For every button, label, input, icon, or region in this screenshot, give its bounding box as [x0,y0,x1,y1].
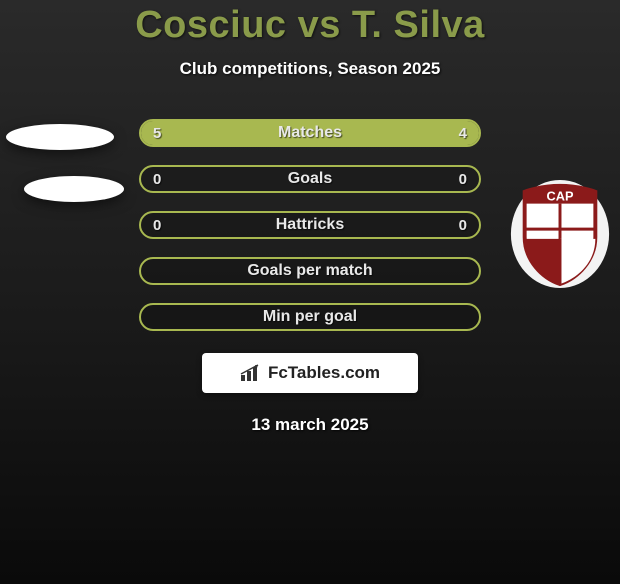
subtitle: Club competitions, Season 2025 [0,59,620,79]
stat-row-min-per-goal: Min per goal [139,303,481,331]
stat-row-hattricks: 0 Hattricks 0 [139,211,481,239]
left-player-crest [6,114,114,222]
right-player-crest: CAP [506,180,614,288]
stat-row-goals-per-match: Goals per match [139,257,481,285]
stat-left-value: 0 [153,217,161,234]
stat-right-value: 0 [459,171,467,188]
watermark-text: FcTables.com [268,363,380,383]
watermark[interactable]: FcTables.com [202,353,418,393]
stat-row-goals: 0 Goals 0 [139,165,481,193]
date-label: 13 march 2025 [0,415,620,435]
page-title: Cosciuc vs T. Silva [0,4,620,47]
stat-left-value: 0 [153,171,161,188]
stat-label: Hattricks [276,216,344,234]
stat-right-value: 0 [459,217,467,234]
stat-label: Matches [278,124,342,142]
stat-label: Goals [288,170,332,188]
stat-label: Goals per match [247,262,372,280]
stat-label: Min per goal [263,308,357,326]
svg-text:CAP: CAP [547,189,574,204]
shield-icon: CAP [510,180,610,288]
crest-shape [6,124,114,150]
stat-right-value: 4 [459,125,467,142]
bars-icon [240,364,262,382]
stat-row-matches: 5 Matches 4 [139,119,481,147]
crest-shape [24,176,124,202]
stat-left-value: 5 [153,125,161,142]
